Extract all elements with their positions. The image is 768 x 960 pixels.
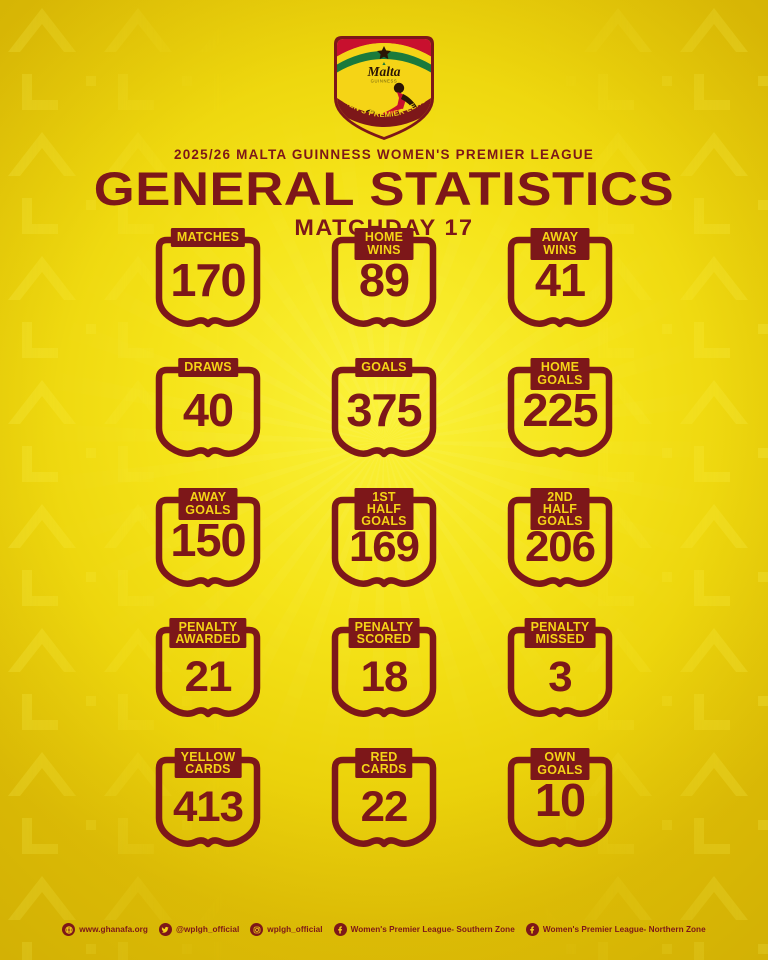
stat-shield: DRAWS 40 (149, 358, 267, 470)
stat-shield: 1ST HALF GOALS 169 (325, 488, 443, 600)
stat-value: 170 (170, 254, 246, 306)
stat-cell: AWAY GOALS 150 (120, 488, 296, 604)
stat-label: AWAY WINS (530, 228, 590, 260)
stat-cell: PENALTY SCORED 18 (296, 618, 472, 734)
facebook-icon[interactable] (333, 923, 347, 936)
social-link-label: Women's Premier League- Southern Zone (350, 925, 515, 934)
stat-value: 413 (172, 783, 244, 831)
stat-value: 10 (534, 774, 586, 826)
social-link-label: @wplgh_official (175, 925, 240, 934)
social-link[interactable]: Women's Premier League- Northern Zone (525, 923, 706, 936)
stat-cell: GOALS 375 (296, 358, 472, 474)
social-link[interactable]: www.ghanafa.org (62, 923, 148, 936)
stat-label: HOME GOALS (530, 358, 590, 390)
social-footer: www.ghanafa.org @wplgh_official wplgh_offi… (0, 923, 768, 936)
stat-shield: PENALTY SCORED 18 (325, 618, 443, 730)
social-link[interactable]: Women's Premier League- Southern Zone (333, 923, 515, 936)
stat-shield: HOME WINS 89 (325, 228, 443, 340)
stat-cell: MATCHES 170 (120, 228, 296, 344)
stat-label: 2ND HALF GOALS (530, 488, 590, 531)
stat-label: MATCHES (170, 228, 246, 247)
social-link[interactable]: @wplgh_official (158, 923, 240, 936)
stat-value: 89 (358, 254, 410, 306)
stat-label: OWN GOALS (530, 748, 590, 780)
instagram-icon[interactable] (250, 923, 264, 936)
stat-label: YELLOW CARDS (174, 748, 242, 779)
stat-label: HOME WINS (354, 228, 414, 260)
page-title: GENERAL STATISTICS (93, 161, 675, 215)
stat-cell: OWN GOALS 10 (472, 748, 648, 864)
stat-cell: DRAWS 40 (120, 358, 296, 474)
stat-value: 206 (524, 523, 596, 571)
stat-value: 40 (182, 384, 234, 436)
stat-label: PENALTY AWARDED (169, 618, 247, 649)
stat-cell: RED CARDS 22 (296, 748, 472, 864)
stat-label: GOALS (355, 358, 413, 377)
stat-value: 169 (348, 523, 420, 571)
stat-label: DRAWS (178, 358, 238, 377)
stat-cell: PENALTY AWARDED 21 (120, 618, 296, 734)
stat-cell: YELLOW CARDS 413 (120, 748, 296, 864)
stat-shield: PENALTY MISSED 3 (501, 618, 619, 730)
title-block: 2025/26 MALTA GUINNESS WOMEN'S PREMIER L… (0, 147, 768, 241)
stat-shield: AWAY GOALS 150 (149, 488, 267, 600)
facebook-icon[interactable] (525, 923, 539, 936)
stat-label: 1ST HALF GOALS (354, 488, 414, 531)
stat-cell: PENALTY MISSED 3 (472, 618, 648, 734)
stat-cell: 2ND HALF GOALS 206 (472, 488, 648, 604)
stat-shield: AWAY WINS 41 (501, 228, 619, 340)
stat-label: PENALTY MISSED (524, 618, 596, 649)
stat-shield: PENALTY AWARDED 21 (149, 618, 267, 730)
stat-value: 3 (548, 653, 572, 701)
twitter-icon[interactable] (158, 923, 172, 936)
stat-shield: MATCHES 170 (149, 228, 267, 340)
kicker-text: 2025/26 MALTA GUINNESS WOMEN'S PREMIER L… (173, 147, 595, 162)
social-link[interactable]: wplgh_official (250, 923, 323, 936)
stat-cell: AWAY WINS 41 (472, 228, 648, 344)
stat-cell: 1ST HALF GOALS 169 (296, 488, 472, 604)
stat-label: AWAY GOALS (178, 488, 238, 520)
stat-value: 18 (360, 653, 409, 701)
svg-text:Malta: Malta (366, 64, 400, 79)
stat-cell: HOME GOALS 225 (472, 358, 648, 474)
stat-value: 41 (534, 254, 586, 306)
svg-text:GUINNESS: GUINNESS (371, 79, 398, 84)
social-link-label: Women's Premier League- Northern Zone (542, 925, 706, 934)
stat-value: 225 (522, 384, 598, 436)
stat-label: RED CARDS (355, 748, 413, 779)
league-crest: Malta GUINNESS WOMEN'S PREMIER LEAGUE (0, 32, 768, 144)
stat-shield: OWN GOALS 10 (501, 748, 619, 860)
social-link-label: www.ghanafa.org (79, 925, 148, 934)
stat-value: 22 (360, 783, 409, 831)
stat-label: PENALTY SCORED (348, 618, 420, 649)
stat-shield: YELLOW CARDS 413 (149, 748, 267, 860)
globe-icon[interactable] (62, 923, 76, 936)
stat-shield: RED CARDS 22 (325, 748, 443, 860)
stat-shield: HOME GOALS 225 (501, 358, 619, 470)
stat-value: 21 (184, 653, 233, 701)
stat-shield: 2ND HALF GOALS 206 (501, 488, 619, 600)
stat-value: 150 (170, 514, 246, 566)
stats-grid: MATCHES 170 HOME WINS 89 AWAY WINS 41 DRAWS… (0, 228, 768, 864)
stat-cell: HOME WINS 89 (296, 228, 472, 344)
stat-shield: GOALS 375 (325, 358, 443, 470)
stat-value: 375 (346, 384, 422, 436)
social-link-label: wplgh_official (267, 925, 323, 934)
